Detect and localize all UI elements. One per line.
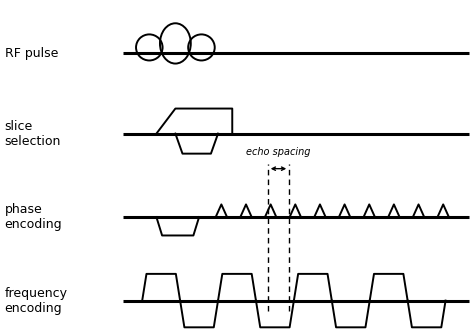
Text: phase
encoding: phase encoding	[5, 203, 63, 231]
Text: frequency
encoding: frequency encoding	[5, 287, 68, 315]
Text: echo spacing: echo spacing	[246, 147, 311, 157]
Text: RF pulse: RF pulse	[5, 47, 58, 60]
Text: slice
selection: slice selection	[5, 120, 61, 148]
